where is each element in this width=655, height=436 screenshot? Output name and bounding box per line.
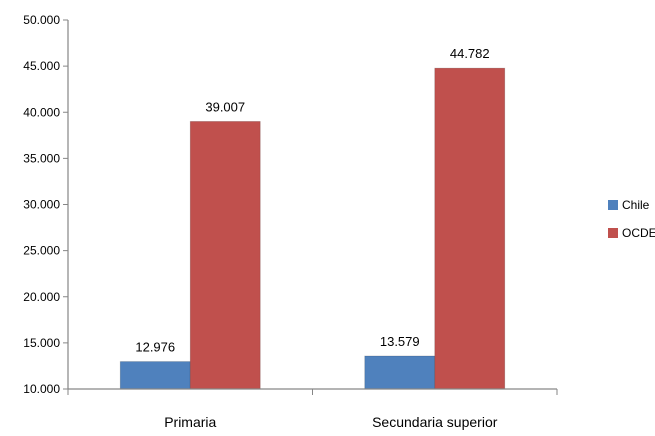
y-tick-label: 25.000 <box>23 244 60 258</box>
bar-value-label: 39.007 <box>205 99 245 114</box>
bar-ocde-1 <box>434 67 506 390</box>
bar-value-label: 12.976 <box>135 340 175 355</box>
legend-swatch-chile <box>608 200 618 210</box>
y-tick-label: 40.000 <box>23 105 60 119</box>
axes <box>67 20 558 395</box>
y-tick-label: 35.000 <box>23 151 60 165</box>
y-tick-label: 15.000 <box>23 336 60 350</box>
bar-value-labels: 12.976 39.007 13.579 44.782 <box>135 46 489 354</box>
bar-chile-1 <box>364 355 436 390</box>
bar-ocde-0 <box>189 121 261 390</box>
bar-value-label: 44.782 <box>450 46 490 61</box>
legend: Chile OCDE <box>608 198 655 240</box>
x-axis-tick-labels: Primaria Secundaria superior <box>164 414 498 430</box>
y-tick-label: 50.000 <box>23 13 60 27</box>
legend-label-chile: Chile <box>622 198 650 212</box>
x-tick-label: Primaria <box>164 414 216 430</box>
y-tick-label: 20.000 <box>23 290 60 304</box>
y-tick-label: 45.000 <box>23 59 60 73</box>
x-tick-label: Secundaria superior <box>372 414 498 430</box>
legend-label-ocde: OCDE <box>622 226 655 240</box>
y-axis-ticks: 10.000 15.000 20.000 25.000 30.000 35.000 40.0… <box>23 13 68 396</box>
bar-chile-0 <box>119 361 191 390</box>
y-tick-label: 30.000 <box>23 198 60 212</box>
legend-swatch-ocde <box>608 228 618 238</box>
bars <box>119 67 506 390</box>
y-tick-label: 10.000 <box>23 382 60 396</box>
bar-value-label: 13.579 <box>380 334 420 349</box>
